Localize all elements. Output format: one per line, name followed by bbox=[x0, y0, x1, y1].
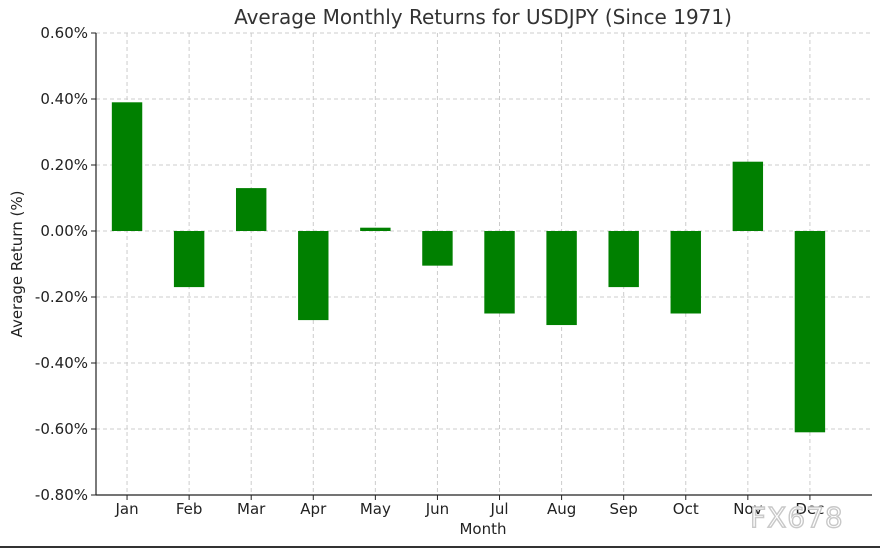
bar-aug bbox=[546, 231, 577, 326]
y-tick-label: 0.00% bbox=[40, 222, 88, 240]
chart-title: Average Monthly Returns for USDJPY (Sinc… bbox=[234, 5, 732, 29]
x-tick-label: Mar bbox=[237, 500, 266, 518]
x-tick-label: Nov bbox=[733, 500, 762, 518]
bar-jul bbox=[484, 231, 515, 314]
x-tick-label: Aug bbox=[547, 500, 576, 518]
bar-dec bbox=[794, 231, 826, 433]
x-tick-label: Feb bbox=[176, 500, 203, 518]
bar-oct bbox=[670, 231, 701, 314]
y-tick-label: -0.80% bbox=[35, 486, 88, 504]
x-tick-label: Apr bbox=[300, 500, 327, 518]
axes-layer bbox=[95, 33, 872, 496]
y-tick-label: 0.20% bbox=[40, 156, 88, 174]
bar-apr bbox=[298, 231, 329, 321]
y-tick-label: -0.20% bbox=[35, 288, 88, 306]
bar-sep bbox=[608, 231, 639, 288]
bar-mar bbox=[235, 188, 267, 231]
x-tick-label: May bbox=[360, 500, 391, 518]
bar-jun bbox=[422, 231, 453, 266]
watermark-logo: FX678 bbox=[750, 501, 844, 534]
bottom-divider bbox=[0, 546, 880, 548]
y-tick-label: 0.60% bbox=[40, 24, 88, 42]
bar-may bbox=[360, 227, 391, 231]
y-tick-label: -0.40% bbox=[35, 354, 88, 372]
y-tick-label: -0.60% bbox=[35, 420, 88, 438]
bar-jan bbox=[111, 102, 143, 231]
bar-feb bbox=[173, 231, 205, 288]
y-axis-label: Average Return (%) bbox=[8, 191, 26, 338]
x-tick-label: Jun bbox=[425, 500, 449, 518]
bar-nov bbox=[732, 161, 764, 231]
x-tick-label: Sep bbox=[610, 500, 638, 518]
x-axis-label: Month bbox=[459, 520, 506, 538]
y-tick-label: 0.40% bbox=[40, 90, 88, 108]
x-tick-label: Oct bbox=[673, 500, 699, 518]
bars-layer bbox=[111, 102, 826, 433]
grid-layer bbox=[96, 32, 872, 496]
x-tick-label: Jul bbox=[489, 500, 508, 518]
x-tick-label: Jan bbox=[114, 500, 138, 518]
ticks-layer: 0.60% 0.40% 0.20% 0.00% -0.20% -0.40% -0.60% -0… bbox=[35, 24, 825, 518]
x-tick-label: Dec bbox=[795, 500, 824, 518]
